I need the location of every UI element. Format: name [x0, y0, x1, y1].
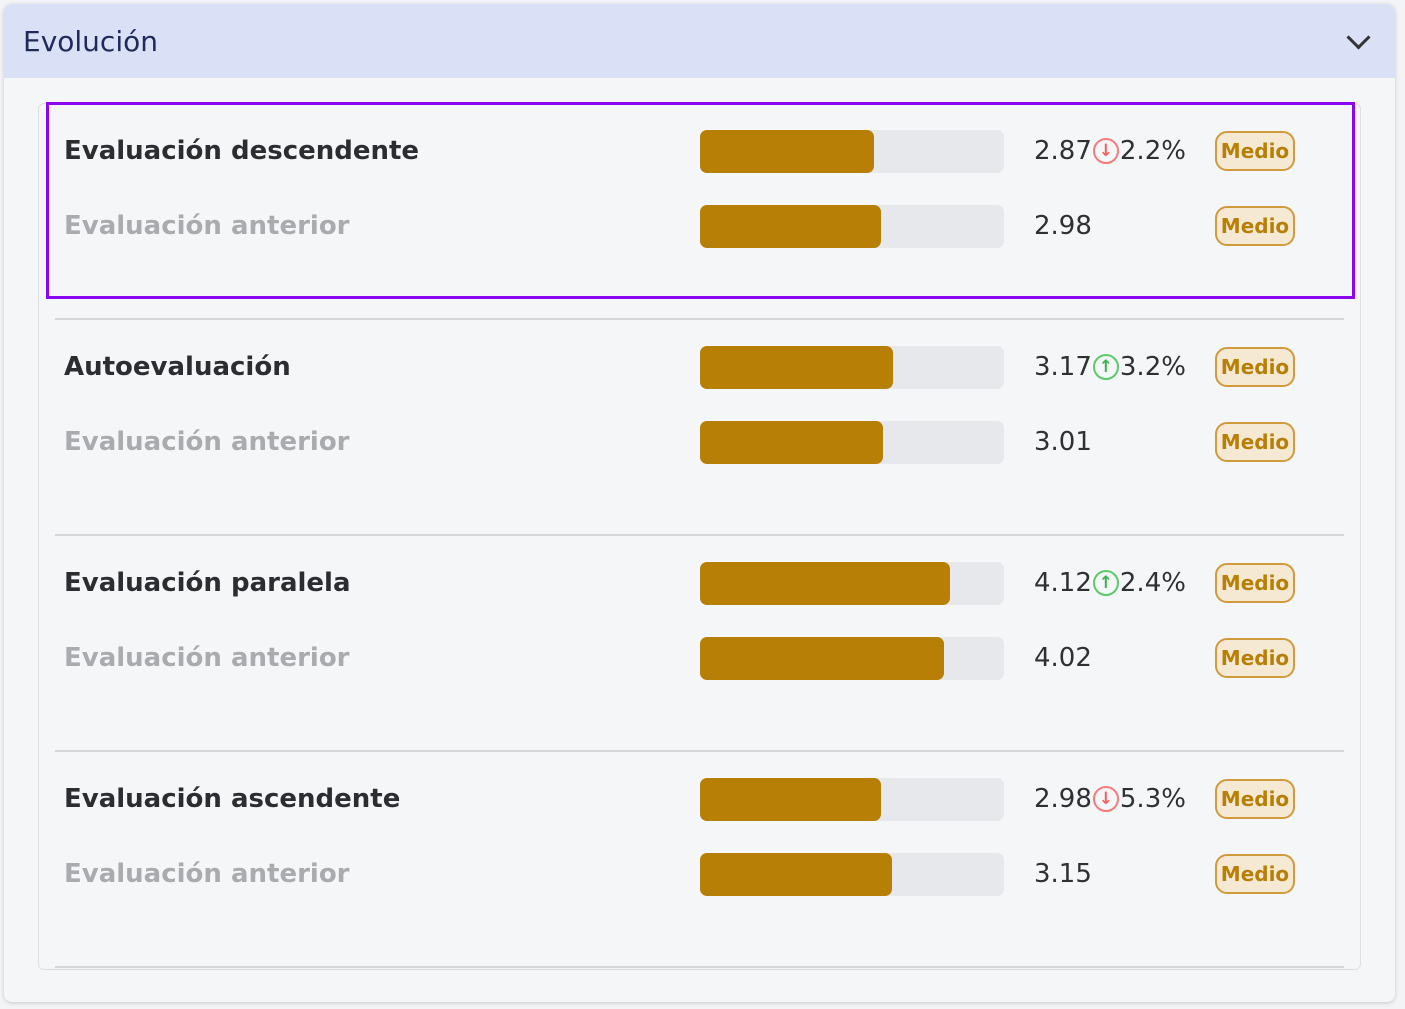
arrow-up-icon: ↑ [1092, 354, 1119, 380]
current-row: Evaluación ascendente 2.98 ↓ 5.3% Medio [55, 777, 1344, 821]
score-bar [700, 777, 1004, 821]
row-label: Evaluación anterior [64, 859, 350, 889]
score-bar-fill [700, 636, 945, 680]
row-label: Evaluación paralela [64, 568, 351, 598]
score-value: 4.02 [1034, 643, 1092, 673]
current-row: Autoevaluación 3.17 ↑ 3.2% Medio [55, 345, 1344, 389]
arrow-up-icon: ↑ [1092, 570, 1119, 596]
previous-row: Evaluación anterior 2.98 Medio [55, 204, 1344, 248]
score-bar [700, 345, 1004, 389]
arrow-down-icon: ↓ [1092, 786, 1119, 812]
level-badge: Medio [1215, 206, 1295, 246]
score-bar-fill [700, 777, 882, 821]
score-number: 4.12 [1034, 568, 1092, 598]
score-bar [700, 852, 1004, 896]
score-value: 4.12 ↑ 2.4% [1034, 568, 1186, 598]
score-bar [700, 204, 1004, 248]
score-value: 2.87 ↓ 2.2% [1034, 136, 1186, 166]
row-label: Evaluación descendente [64, 136, 420, 166]
score-value: 2.98 [1034, 211, 1092, 241]
score-number: 4.02 [1034, 643, 1092, 673]
evaluations-panel: Evaluación descendente 2.87 ↓ 2.2% Medio E… [38, 103, 1361, 970]
section-header[interactable]: Evolución [4, 4, 1395, 78]
score-bar [700, 636, 1004, 680]
score-bar [700, 129, 1004, 173]
evaluation-group: Evaluación paralela 4.12 ↑ 2.4% Medio Eval… [55, 536, 1344, 752]
level-badge: Medio [1215, 779, 1295, 819]
chevron-down-icon[interactable] [1346, 24, 1371, 50]
score-value: 3.17 ↑ 3.2% [1034, 352, 1186, 382]
row-label: Evaluación anterior [64, 427, 350, 457]
level-badge: Medio [1215, 131, 1295, 171]
score-bar-fill [700, 345, 893, 389]
evolucion-card: Evolución Evaluación descendente 2.87 ↓ 2.… [4, 4, 1395, 1002]
score-bar [700, 561, 1004, 605]
score-value: 3.01 [1034, 427, 1092, 457]
previous-row: Evaluación anterior 3.15 Medio [55, 852, 1344, 896]
change-percent: 2.4% [1119, 568, 1186, 598]
arrow-down-icon: ↓ [1092, 138, 1119, 164]
previous-row: Evaluación anterior 4.02 Medio [55, 636, 1344, 680]
level-badge: Medio [1215, 422, 1295, 462]
change-percent: 5.3% [1119, 784, 1186, 814]
score-number: 3.17 [1034, 352, 1092, 382]
score-bar-fill [700, 204, 882, 248]
score-number: 2.98 [1034, 211, 1092, 241]
current-row: Evaluación paralela 4.12 ↑ 2.4% Medio [55, 561, 1344, 605]
score-number: 3.15 [1034, 859, 1092, 889]
change-percent: 2.2% [1119, 136, 1186, 166]
evaluation-group: Autoevaluación 3.17 ↑ 3.2% Medio Evaluació… [55, 320, 1344, 536]
change-percent: 3.2% [1119, 352, 1186, 382]
current-row: Evaluación descendente 2.87 ↓ 2.2% Medio [55, 129, 1344, 173]
row-label: Evaluación ascendente [64, 784, 401, 814]
evaluation-group: Evaluación descendente 2.87 ↓ 2.2% Medio E… [55, 104, 1344, 320]
score-bar-fill [700, 852, 892, 896]
score-value: 2.98 ↓ 5.3% [1034, 784, 1186, 814]
evaluation-group: Evaluación ascendente 2.98 ↓ 5.3% Medio Ev… [55, 752, 1344, 968]
row-label: Evaluación anterior [64, 211, 350, 241]
score-number: 2.87 [1034, 136, 1092, 166]
level-badge: Medio [1215, 563, 1295, 603]
previous-row: Evaluación anterior 3.01 Medio [55, 420, 1344, 464]
score-bar-fill [700, 561, 951, 605]
level-badge: Medio [1215, 854, 1295, 894]
level-badge: Medio [1215, 347, 1295, 387]
score-bar-fill [700, 420, 883, 464]
row-label: Evaluación anterior [64, 643, 350, 673]
score-bar-fill [700, 129, 875, 173]
score-number: 2.98 [1034, 784, 1092, 814]
score-number: 3.01 [1034, 427, 1092, 457]
section-title: Evolución [23, 24, 158, 58]
level-badge: Medio [1215, 638, 1295, 678]
score-value: 3.15 [1034, 859, 1092, 889]
score-bar [700, 420, 1004, 464]
row-label: Autoevaluación [64, 352, 291, 382]
